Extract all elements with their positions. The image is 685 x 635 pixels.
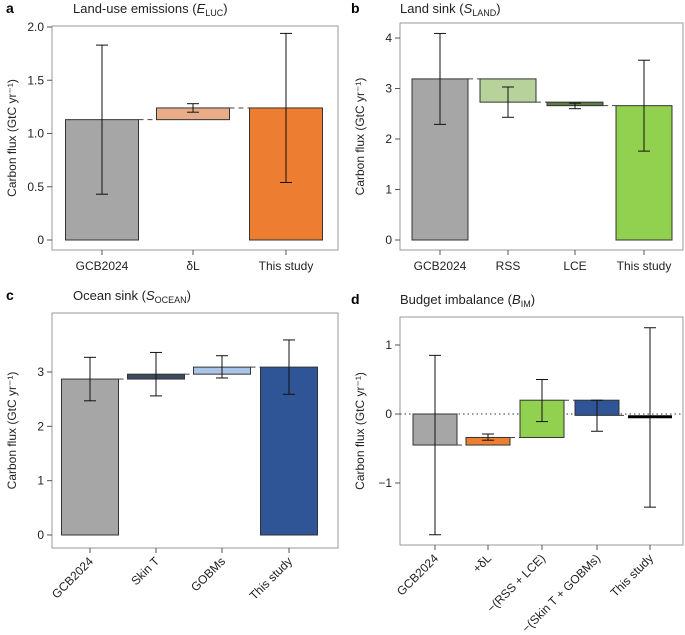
bar [260, 366, 318, 536]
plot-frame [51, 312, 339, 549]
panel-title: Land sink (SLAND) [400, 1, 501, 18]
x-tick-label: This study [608, 551, 657, 600]
y-tick-label: 2 [37, 419, 44, 433]
x-tick-label: GCB2024 [76, 259, 129, 273]
title-end: ) [496, 1, 500, 16]
y-tick-label: 1.5 [27, 73, 44, 87]
title-variable: B [512, 292, 521, 307]
y-axis-label: Carbon flux (GtC yr⁻¹) [5, 79, 19, 197]
title-subscript: LAND [472, 8, 497, 18]
plot-frame [399, 22, 684, 251]
title-subscript: LUC [205, 8, 224, 18]
y-axis-label: Carbon flux (GtC yr⁻¹) [353, 372, 367, 490]
x-tick-label: LCE [563, 259, 586, 273]
title-text: Land-use emissions ( [73, 1, 197, 16]
y-tick-label: 1 [385, 183, 392, 197]
x-tick-label: RSS [496, 259, 521, 273]
title-variable: E [197, 1, 206, 16]
y-tick-label: 0 [385, 233, 392, 247]
panel-title: Ocean sink (SOCEAN) [73, 288, 191, 305]
y-tick-label: 3 [37, 365, 44, 379]
x-tick-label: GCB2024 [414, 259, 467, 273]
panel-b: b Land sink (SLAND) Carbon flux (GtC yr⁻¹)… [351, 0, 684, 273]
panel-label: d [351, 291, 360, 307]
y-tick-label: 1 [385, 338, 392, 352]
x-tick-label: +δL [470, 551, 495, 576]
panel-d: d Budget imbalance (BIM) Carbon flux (GtC … [351, 291, 684, 635]
title-subscript: IM [521, 299, 531, 309]
panel-title: Budget imbalance (BIM) [400, 292, 535, 309]
panel-c: c Ocean sink (SOCEAN) Carbon flux (GtC yr⁻… [5, 287, 339, 603]
x-tick-label: This study [259, 259, 314, 273]
title-end: ) [531, 292, 535, 307]
title-end: ) [223, 1, 227, 16]
y-tick-label: 0 [37, 233, 44, 247]
y-tick-label: 4 [385, 31, 392, 45]
title-variable: S [464, 1, 473, 16]
bar [61, 378, 119, 536]
y-axis-label: Carbon flux (GtC yr⁻¹) [5, 372, 19, 490]
panel-label: a [6, 0, 14, 16]
panel-title: Land-use emissions (ELUC) [73, 1, 228, 18]
panel-label: c [6, 287, 14, 303]
y-tick-label: 3 [385, 82, 392, 96]
x-tick-label: GOBMs [188, 554, 228, 594]
y-axis-label: Carbon flux (GtC yr⁻¹) [353, 78, 367, 196]
title-text: Budget imbalance ( [400, 292, 513, 307]
title-variable: S [146, 288, 155, 303]
title-text: Land sink ( [400, 1, 464, 16]
title-end: ) [187, 288, 191, 303]
title-subscript: OCEAN [155, 295, 187, 305]
x-tick-label: GCB2024 [394, 551, 441, 598]
y-tick-label: 1.0 [27, 127, 44, 141]
panel-a: a Land-use emissions (ELUC) Carbon flux (G… [5, 0, 339, 273]
title-text: Ocean sink ( [73, 288, 147, 303]
x-tick-label: This study [617, 259, 672, 273]
y-tick-label: 0.5 [27, 180, 44, 194]
x-tick-label: This study [247, 554, 296, 603]
y-tick-label: 0 [385, 407, 392, 421]
y-tick-label: 1 [37, 474, 44, 488]
y-tick-label: 2 [385, 132, 392, 146]
y-tick-label: 0 [37, 528, 44, 542]
x-tick-label: δL [186, 259, 200, 273]
y-tick-label: −1 [378, 476, 392, 490]
panel-label: b [351, 0, 360, 16]
x-tick-label: Skin T [128, 554, 162, 588]
y-tick-label: 2.0 [27, 20, 44, 34]
x-tick-label: GCB2024 [49, 554, 96, 601]
plot-frame [51, 25, 339, 251]
